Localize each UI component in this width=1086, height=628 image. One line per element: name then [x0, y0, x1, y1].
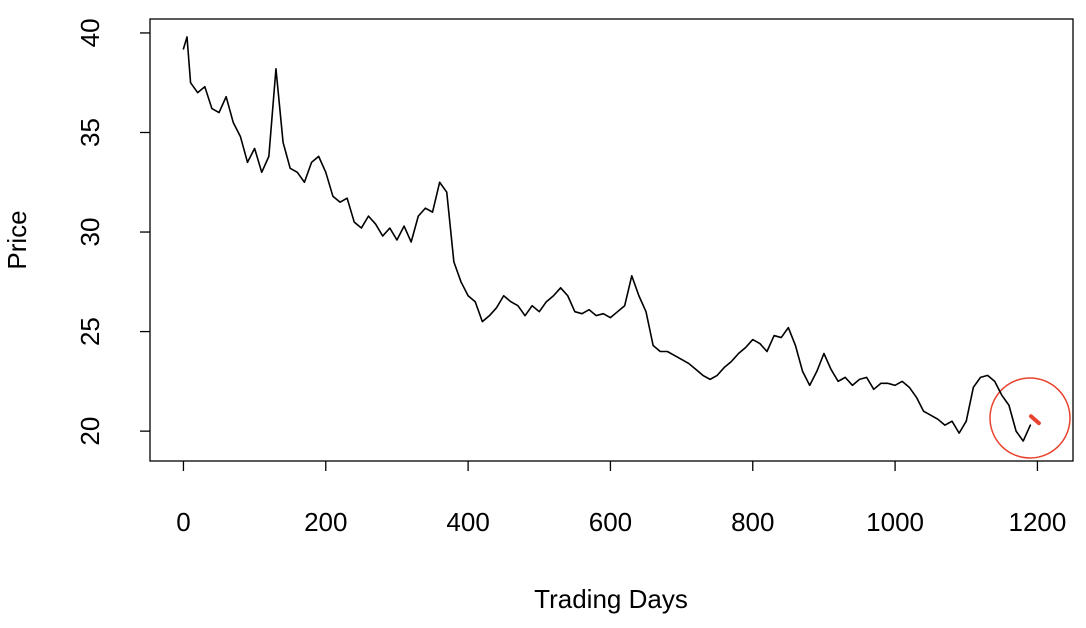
price-line [1029, 414, 1041, 426]
highlight-circle [989, 377, 1071, 459]
x-tick-label: 800 [731, 507, 774, 537]
plot-frame [149, 18, 1074, 462]
y-axis-label: Price [2, 210, 32, 269]
y-tick-label: 30 [75, 218, 105, 247]
x-tick-label: 600 [589, 507, 632, 537]
price-line [182, 36, 1032, 442]
x-tick-label: 0 [176, 507, 190, 537]
y-tick-label: 20 [75, 417, 105, 446]
y-tick-label: 40 [75, 18, 105, 47]
x-tick-label: 400 [446, 507, 489, 537]
y-tick-label: 25 [75, 317, 105, 346]
x-tick-label: 1200 [1008, 507, 1066, 537]
x-tick-label: 200 [304, 507, 347, 537]
x-axis-label: Trading Days [534, 584, 688, 614]
x-tick-label: 1000 [866, 507, 924, 537]
y-tick-label: 35 [75, 118, 105, 147]
